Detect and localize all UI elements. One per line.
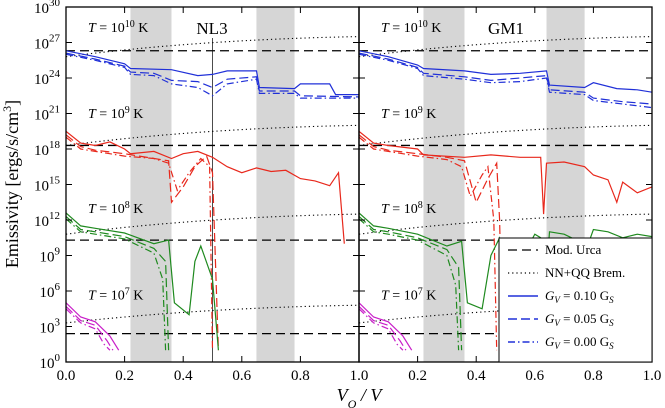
y-tick-label: 100 (40, 352, 61, 372)
y-tick-label: 109 (40, 246, 61, 266)
series-line (359, 134, 504, 351)
brem-curve (66, 304, 359, 324)
series-line (359, 53, 652, 109)
series-line (66, 212, 219, 351)
legend-label: GV = 0.05 GS (545, 311, 614, 328)
y-tick-label: 1021 (34, 104, 60, 124)
series-line (66, 302, 120, 351)
x-tick-label: 0.6 (232, 368, 251, 384)
y-tick-label: 1027 (34, 33, 61, 53)
series-line (66, 305, 114, 351)
series-line (359, 215, 463, 351)
series-line (359, 136, 498, 351)
y-tick-label: 1030 (34, 0, 61, 17)
temperature-label: T = 1010 K (381, 18, 441, 35)
brem-curve (359, 36, 652, 58)
shaded-band (256, 7, 295, 362)
x-tick-label: 0.8 (291, 368, 310, 384)
y-tick-label: 1015 (34, 175, 61, 195)
y-axis-label: Emissivity [ergs/s/cm3] (0, 100, 22, 268)
temperature-label: T = 109 K (88, 105, 143, 123)
series-line (66, 134, 219, 351)
series-line (66, 215, 170, 351)
y-tick-label: 106 (40, 281, 61, 301)
legend-label: NN+QQ Brem. (545, 265, 625, 280)
series-line (66, 218, 167, 351)
temperature-label: T = 1010 K (88, 18, 148, 35)
brem-curve (359, 213, 652, 235)
series-line (66, 130, 345, 244)
data-series (66, 50, 652, 351)
series-line (66, 136, 214, 351)
series-line (359, 130, 652, 215)
series-line (66, 52, 359, 98)
temperature-label: T = 109 K (381, 105, 436, 123)
brem-curve (66, 36, 359, 58)
x-tick-label: 0.2 (115, 368, 134, 384)
y-tick-label: 1024 (34, 68, 61, 88)
shaded-band (130, 7, 172, 362)
legend-label: Mod. Urca (545, 242, 602, 257)
panel-name-right: GM1 (488, 19, 524, 38)
legend: Mod. Urca NN+QQ Brem. GV = 0.10 GS GV = 0.0… (498, 237, 653, 363)
series-line (66, 50, 359, 96)
temperature-label: T = 108 K (381, 199, 436, 217)
x-tick-label: 0.4 (174, 368, 193, 384)
series-line (359, 302, 413, 351)
series-line (359, 305, 407, 351)
x-tick-label: 0.0 (57, 368, 76, 384)
shaded-band (423, 7, 465, 362)
series-line (359, 52, 652, 105)
y-tick-label: 1012 (34, 210, 60, 230)
brem-curve (66, 124, 359, 146)
x-tick-label: 0.2 (408, 368, 427, 384)
temperature-label: T = 107 K (88, 286, 143, 304)
x-axis-label: VQ / V (337, 385, 384, 408)
legend-label: GV = 0.00 GS (545, 334, 614, 351)
reference-curves (66, 36, 652, 362)
y-tick-label: 1018 (34, 139, 61, 159)
panel-name-left: NL3 (196, 19, 227, 38)
x-tick-label: 0.8 (584, 368, 603, 384)
temperature-label: T = 108 K (88, 199, 143, 217)
x-tick-label: 1.0 (350, 368, 369, 384)
y-tick-label: 103 (40, 317, 61, 337)
series-line (359, 218, 460, 351)
legend-label: GV = 0.10 GS (545, 288, 614, 305)
brem-curve (359, 124, 652, 146)
x-tick-label: 1.0 (643, 368, 662, 384)
x-tick-label: 0.6 (525, 368, 544, 384)
temperature-label: T = 107 K (381, 286, 436, 304)
x-tick-label: 0.4 (467, 368, 486, 384)
series-line (66, 53, 359, 99)
brem-curve (66, 213, 359, 235)
series-line (359, 50, 652, 93)
